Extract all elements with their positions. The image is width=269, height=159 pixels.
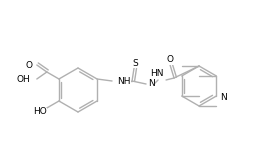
Text: S: S	[132, 59, 138, 68]
Text: O: O	[167, 55, 174, 65]
Text: N: N	[148, 79, 155, 87]
Text: HO: HO	[33, 107, 47, 117]
Text: NH: NH	[117, 77, 130, 86]
Text: OH: OH	[16, 75, 30, 83]
Text: N: N	[220, 93, 227, 101]
Text: O: O	[26, 61, 33, 69]
Text: HN: HN	[150, 69, 164, 79]
